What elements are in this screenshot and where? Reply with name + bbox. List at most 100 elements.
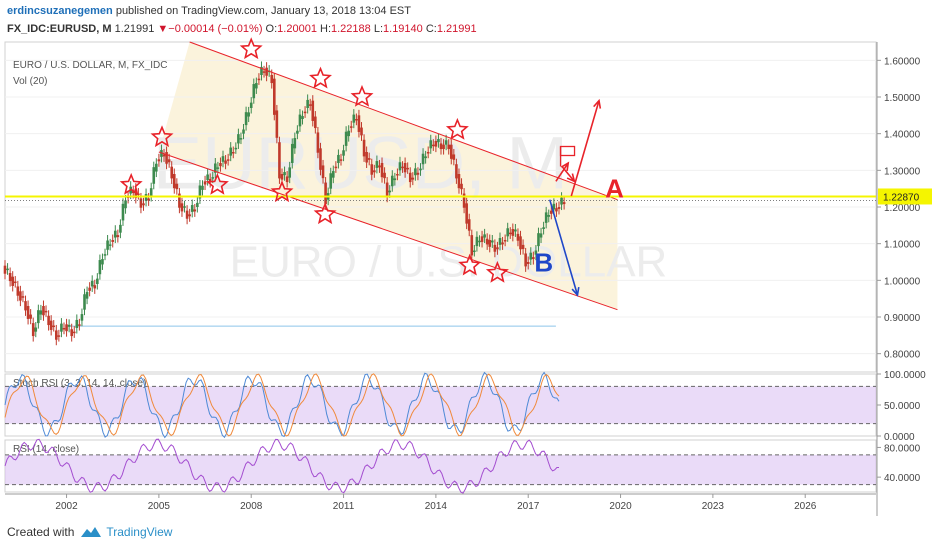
created-with-label: Created with [7, 525, 75, 539]
candle-body [383, 172, 386, 179]
candle-body [142, 203, 145, 206]
candle-body [503, 240, 507, 242]
candle-body [537, 233, 540, 247]
candle-body [478, 240, 481, 243]
candle-body [19, 291, 22, 301]
price-tick-label: 1.00000 [884, 276, 921, 287]
candle-body [511, 229, 515, 236]
candle-body [206, 174, 209, 181]
indicator-name: RSI (14, close) [13, 444, 79, 455]
price-tick-label: 0.80000 [884, 350, 921, 361]
candle-body [113, 230, 117, 238]
candle-body [201, 185, 204, 190]
price-label: 1.22870 [883, 192, 920, 203]
close-value: 1.21991 [436, 23, 477, 35]
candle-body [270, 75, 274, 84]
candle-body [193, 209, 197, 212]
candle-body [314, 116, 317, 129]
star-marker [270, 180, 294, 203]
candle-body [552, 203, 556, 210]
time-tick-label: 2014 [425, 501, 448, 512]
indicator-band [5, 454, 876, 485]
candle-body [116, 235, 120, 238]
candle-body [131, 191, 135, 194]
star-marker [313, 202, 337, 225]
candle-body [283, 172, 286, 176]
author-link[interactable]: erdincsuzanegemen [7, 5, 113, 17]
candle-body [373, 170, 376, 173]
star-marker [485, 260, 509, 283]
candle-body [460, 183, 463, 190]
legend-volume: Vol (20) [13, 76, 47, 87]
candle-body [360, 127, 363, 136]
candle-body [111, 240, 115, 242]
candle-body [306, 99, 309, 108]
candle-body [239, 138, 243, 140]
low-value: 1.19140 [383, 23, 423, 35]
candle-body [147, 198, 150, 201]
symbol-label: FX_IDC:EURUSD, M [7, 23, 112, 35]
star-marker [119, 172, 143, 195]
candle-body [508, 232, 512, 235]
candle-body [316, 132, 320, 153]
candle-body [388, 190, 392, 193]
candle-body [224, 160, 227, 164]
channel-upper-line [189, 41, 618, 201]
candle-body [506, 228, 509, 237]
candle-body [252, 84, 256, 99]
candle-body [457, 174, 461, 189]
candle-body [108, 244, 112, 246]
candle-body [65, 324, 68, 332]
candle-body [421, 153, 425, 165]
candle-body [47, 315, 50, 326]
candle-body [455, 164, 458, 179]
candle-body [532, 257, 535, 260]
label-b: B [534, 247, 553, 277]
tradingview-brand-link[interactable]: TradingView [106, 525, 173, 539]
indicator-band [5, 386, 876, 424]
candle-body [365, 152, 368, 163]
candle-body [385, 182, 389, 197]
candle-body [444, 140, 448, 145]
candle-body [342, 150, 345, 156]
candle-body [308, 104, 312, 106]
candle-body [85, 292, 89, 299]
candle-body [188, 214, 191, 217]
star-marker [205, 172, 229, 195]
publish-info: erdincsuzanegemen published on TradingVi… [7, 5, 411, 17]
candle-body [226, 159, 230, 161]
candle-body [39, 310, 43, 315]
time-axis[interactable]: 2002 2005 2008 2011 2014 2017 2020 2023 2026 [5, 493, 876, 512]
candle-body [439, 143, 443, 150]
candle-body [106, 240, 109, 250]
candle-body [434, 141, 438, 147]
candle-body [124, 200, 127, 209]
candle-body [539, 233, 543, 238]
star-marker [350, 84, 374, 107]
candle-body [380, 163, 384, 178]
candle-body [180, 203, 184, 212]
candle-body [247, 112, 250, 117]
candle-body [139, 198, 143, 208]
candle-body [134, 188, 138, 198]
candle-body [275, 110, 279, 138]
footer: Created with TradingView [7, 525, 172, 539]
candle-body [90, 280, 94, 287]
candle-body [465, 203, 468, 224]
candle-body [26, 306, 30, 319]
rsi-pane[interactable]: 80.0000 40.0000 RSI (14, close) [4, 438, 921, 494]
candle-body [214, 163, 217, 173]
candle-body [349, 126, 353, 128]
candle-body [121, 203, 125, 221]
indicator-tick-label: 50.0000 [884, 401, 921, 412]
candle-body [296, 130, 299, 134]
candle-body [293, 138, 297, 149]
open-value: 1.20001 [277, 23, 317, 35]
candle-body [221, 156, 225, 162]
arrow-b [548, 199, 579, 296]
candle-body [491, 240, 494, 243]
candle-body [67, 324, 71, 327]
